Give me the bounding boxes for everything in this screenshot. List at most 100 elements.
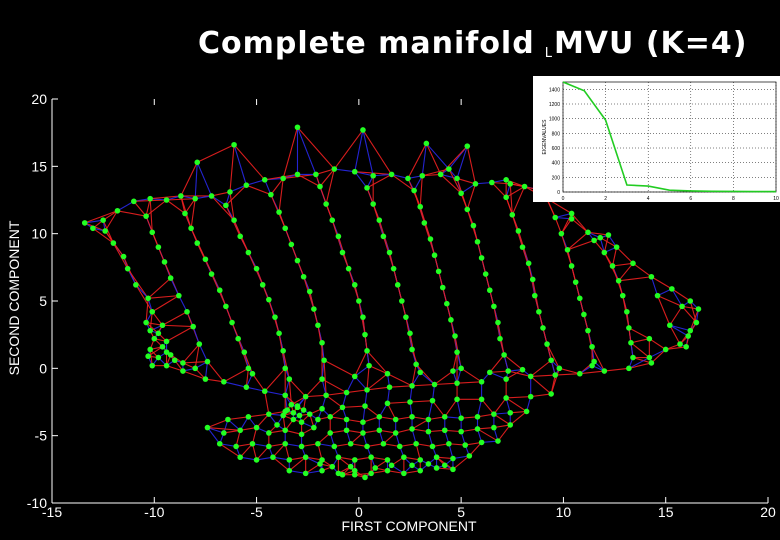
manifold-edge	[505, 369, 523, 380]
data-point	[548, 357, 554, 364]
data-point	[360, 430, 366, 436]
manifold-edge	[245, 368, 249, 388]
data-point	[648, 360, 655, 366]
manifold-edge	[489, 370, 509, 373]
data-point	[131, 198, 137, 205]
data-point	[429, 397, 436, 404]
data-point	[437, 171, 444, 178]
manifold-edge	[325, 168, 335, 205]
data-point	[343, 416, 350, 423]
manifold-edge	[366, 373, 388, 391]
data-point	[458, 428, 464, 435]
data-point	[394, 282, 401, 288]
manifold-edge	[192, 326, 200, 345]
data-point	[576, 295, 583, 302]
data-point	[327, 414, 334, 420]
data-point	[683, 343, 689, 350]
manifold-edge	[246, 179, 265, 186]
data-point	[114, 207, 121, 214]
inset-y-tick-label: 1400	[549, 87, 560, 93]
data-point	[458, 365, 464, 372]
data-point	[149, 308, 156, 315]
data-point	[339, 471, 346, 478]
inset-x-tick-label: 8	[732, 196, 735, 202]
data-point	[591, 237, 597, 244]
data-point	[343, 427, 350, 434]
manifold-edge	[354, 171, 368, 189]
data-point	[501, 352, 507, 358]
manifold-edge	[272, 456, 290, 472]
data-point	[409, 426, 415, 432]
manifold-edge	[665, 346, 687, 351]
manifold-edge	[616, 246, 634, 264]
manifold-edge	[452, 352, 458, 372]
data-point	[294, 171, 301, 178]
data-point	[216, 440, 223, 447]
data-point	[302, 470, 309, 477]
manifold-edge	[415, 363, 435, 385]
manifold-edge	[364, 405, 380, 418]
eigenvalue-inset: 0 200 400 600 800 1000 1200 1400 0 2 4 6 8 10 EIGENVAL…	[533, 76, 780, 202]
manifold-edge	[456, 145, 468, 179]
manifold-edge	[567, 239, 595, 251]
data-point	[288, 241, 295, 248]
manifold-edge	[211, 191, 231, 197]
data-point	[124, 265, 131, 272]
manifold-edge	[440, 145, 468, 175]
data-point	[90, 225, 96, 232]
manifold-edge	[567, 231, 589, 251]
data-point	[536, 308, 542, 315]
manifold-edge	[288, 378, 307, 397]
data-point	[444, 300, 450, 307]
data-point	[503, 194, 509, 201]
data-point	[452, 333, 458, 339]
data-point	[630, 260, 636, 267]
data-point	[403, 314, 409, 320]
manifold-edge	[256, 446, 270, 461]
manifold-edge	[325, 394, 343, 408]
data-point	[306, 288, 313, 295]
eigenvalue-line	[562, 81, 776, 193]
inset-y-tick-label: 400	[552, 161, 561, 167]
data-point	[409, 462, 415, 469]
data-point	[190, 323, 196, 330]
data-point	[407, 399, 413, 405]
manifold-edge	[211, 195, 227, 206]
manifold-edge	[104, 210, 118, 232]
data-point	[399, 298, 405, 304]
manifold-edge	[632, 262, 652, 278]
manifold-edge	[297, 173, 321, 188]
data-point	[495, 319, 501, 326]
data-point	[315, 440, 321, 447]
data-point	[282, 225, 289, 232]
data-point	[576, 370, 583, 377]
manifold-edge	[366, 350, 388, 375]
manifold-edge	[466, 146, 477, 184]
manifold-edge	[354, 376, 368, 391]
data-point	[478, 255, 485, 261]
manifold-edge	[282, 350, 290, 380]
manifold-edge	[196, 162, 213, 197]
data-point	[294, 257, 301, 264]
manifold-edge	[493, 413, 511, 426]
data-point	[380, 233, 387, 240]
data-point	[390, 265, 397, 272]
data-point	[384, 400, 391, 407]
data-point	[171, 357, 178, 364]
manifold-edge	[481, 398, 495, 415]
manifold-edge	[145, 198, 151, 217]
manifold-edge	[117, 210, 147, 217]
data-point	[194, 240, 201, 246]
data-point	[372, 465, 379, 471]
data-point	[413, 440, 419, 447]
manifold-edge	[550, 368, 560, 395]
manifold-edge	[427, 400, 434, 420]
data-point	[351, 471, 358, 478]
manifold-edge	[264, 390, 286, 396]
data-point	[462, 442, 469, 448]
manifold-edge	[628, 357, 650, 369]
data-point	[221, 430, 227, 436]
data-point	[486, 369, 493, 376]
data-point	[521, 183, 528, 190]
data-point	[339, 404, 346, 411]
